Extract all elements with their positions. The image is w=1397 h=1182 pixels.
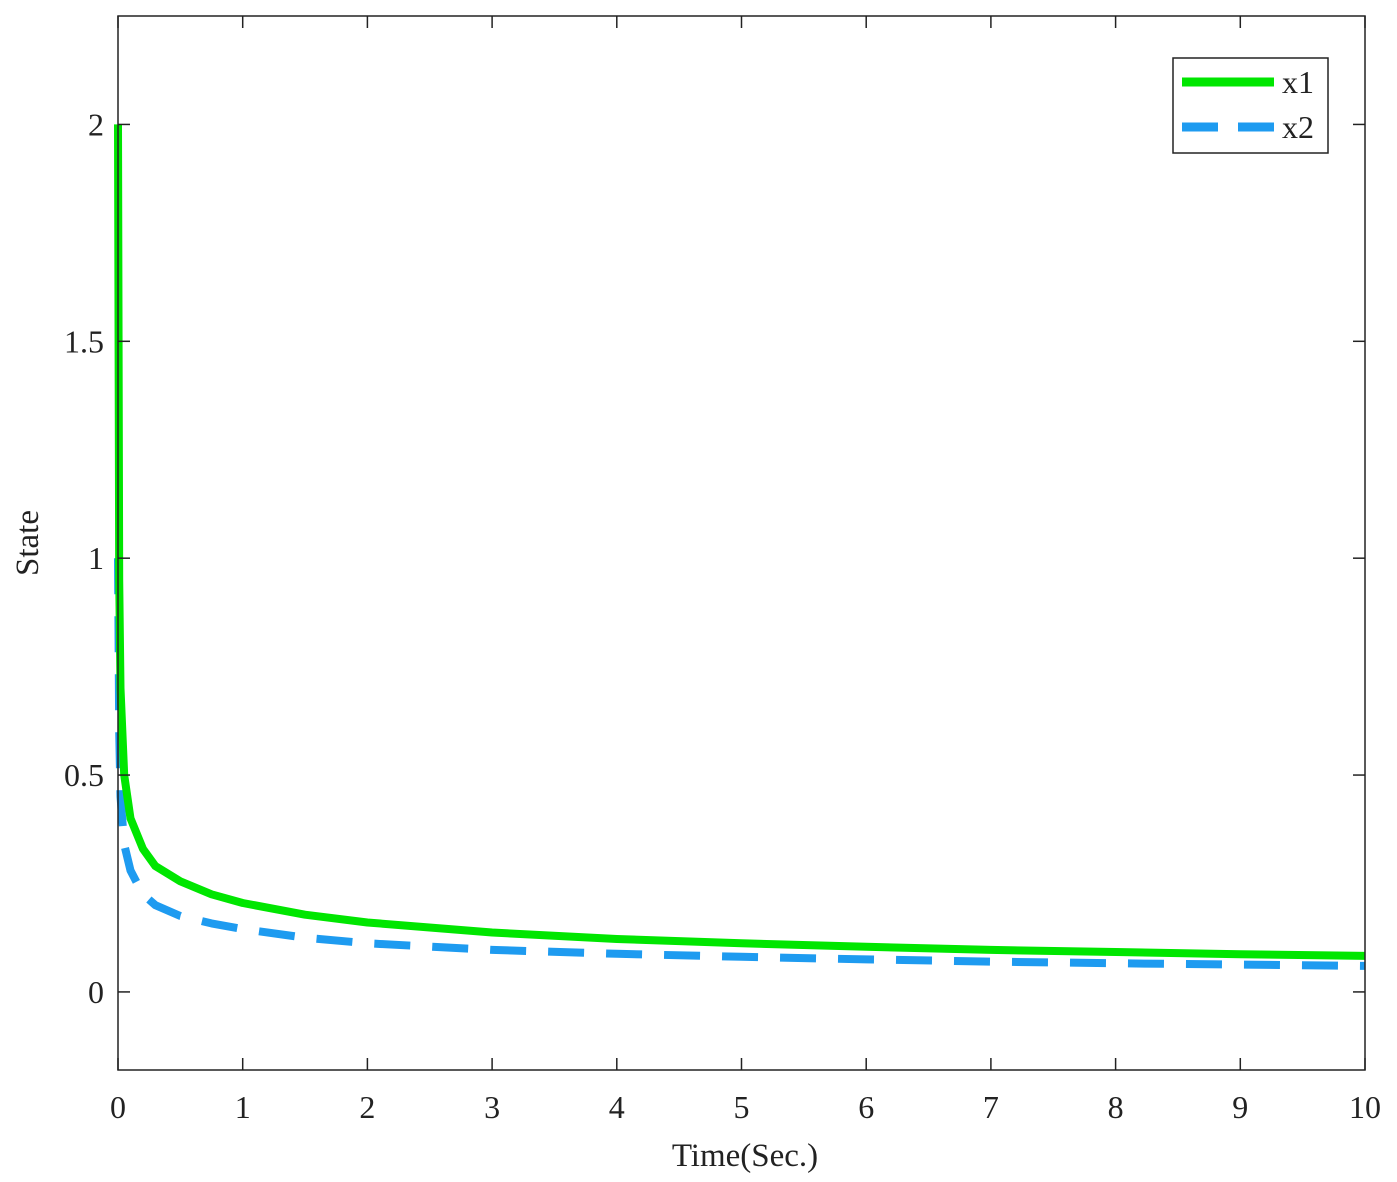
x-tick-label-5: 5 [734, 1089, 750, 1125]
x-tick-label-4: 4 [609, 1089, 625, 1125]
y-tick-label-1: 0.5 [64, 757, 104, 793]
y-tick-label-3: 1.5 [64, 323, 104, 359]
x-tick-label-10: 10 [1349, 1089, 1381, 1125]
series-line-x2 [114, 558, 1366, 970]
x-tick-label-2: 2 [359, 1089, 375, 1125]
x-tick-label-1: 1 [235, 1089, 251, 1125]
y-axis-label: State [10, 510, 46, 576]
legend-box [1172, 57, 1329, 154]
legend-label-x2: x2 [1282, 109, 1314, 145]
y-tick-label-0: 0 [88, 974, 104, 1010]
x-tick-label-6: 6 [858, 1089, 874, 1125]
series-line-x1 [114, 124, 1366, 960]
y-tick-label-4: 2 [88, 106, 104, 142]
legend-label-x1: x1 [1282, 64, 1314, 100]
x-tick-label-9: 9 [1232, 1089, 1248, 1125]
x-tick-label-0: 0 [110, 1089, 126, 1125]
x-tick-label-3: 3 [484, 1089, 500, 1125]
series-layer [114, 124, 1366, 970]
x-axis-label: Time(Sec.) [672, 1138, 818, 1174]
x-tick-label-8: 8 [1108, 1089, 1124, 1125]
y-tick-label-2: 1 [88, 540, 104, 576]
tick-labels: 0 1 2 3 4 5 6 7 8 9 10 0 0.5 1 1.5 2 [64, 106, 1381, 1125]
ticks-layer [117, 16, 1366, 1070]
x-tick-label-7: 7 [983, 1089, 999, 1125]
legend: x1 x2 [1172, 57, 1329, 154]
